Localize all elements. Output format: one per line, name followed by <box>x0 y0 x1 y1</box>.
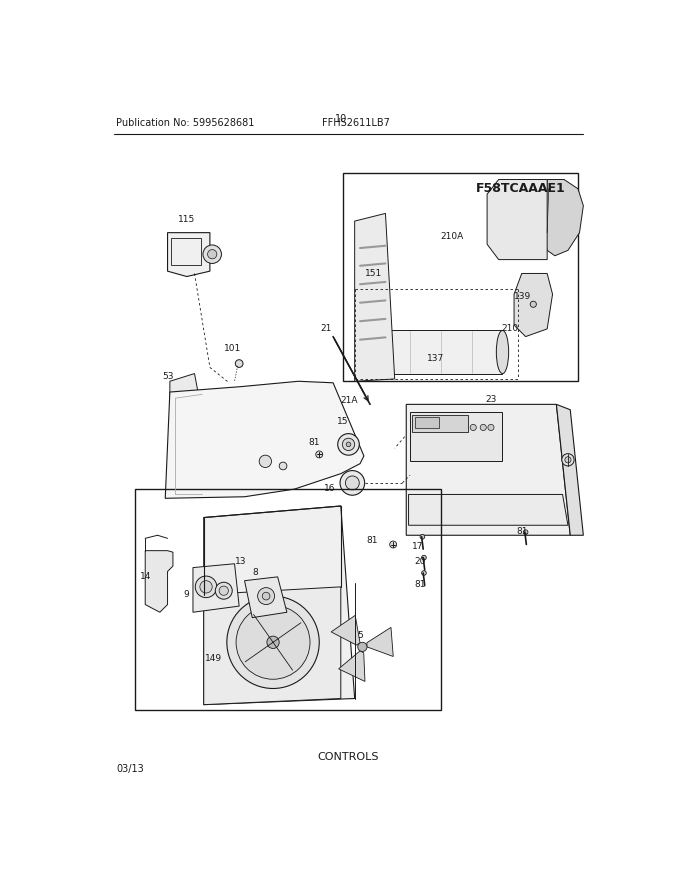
Text: 10: 10 <box>335 114 347 124</box>
Text: 115: 115 <box>177 215 194 224</box>
Circle shape <box>219 586 228 595</box>
Circle shape <box>338 434 359 455</box>
Text: CONTROLS: CONTROLS <box>318 752 379 762</box>
Polygon shape <box>165 381 364 498</box>
Bar <box>415 417 439 429</box>
Circle shape <box>390 541 396 548</box>
Circle shape <box>267 636 279 649</box>
Text: 151: 151 <box>365 269 383 278</box>
Polygon shape <box>146 551 173 612</box>
Circle shape <box>524 530 528 534</box>
Circle shape <box>480 424 486 430</box>
Text: 81: 81 <box>309 438 320 447</box>
Circle shape <box>316 451 323 458</box>
Polygon shape <box>487 180 547 260</box>
Text: 210A: 210A <box>440 232 463 241</box>
Circle shape <box>358 642 367 651</box>
Polygon shape <box>409 495 568 525</box>
Polygon shape <box>170 373 201 414</box>
Circle shape <box>262 592 270 600</box>
Circle shape <box>236 605 310 679</box>
Text: 210: 210 <box>501 325 518 334</box>
Text: 5: 5 <box>358 631 364 640</box>
Text: 81: 81 <box>367 536 377 545</box>
Polygon shape <box>543 180 583 256</box>
Polygon shape <box>245 577 287 618</box>
Ellipse shape <box>371 331 388 373</box>
Text: Publication No: 5995628681: Publication No: 5995628681 <box>116 118 254 128</box>
Circle shape <box>279 462 287 470</box>
Polygon shape <box>204 506 355 705</box>
Bar <box>343 173 578 381</box>
Circle shape <box>235 360 243 368</box>
Text: 53: 53 <box>162 372 173 381</box>
Polygon shape <box>331 615 360 645</box>
Text: 139: 139 <box>514 292 531 301</box>
Text: 03/13: 03/13 <box>116 765 143 774</box>
Text: 20: 20 <box>414 557 425 566</box>
Text: 16: 16 <box>324 484 335 493</box>
Text: 13: 13 <box>235 557 246 566</box>
Text: 137: 137 <box>427 354 444 363</box>
Circle shape <box>200 581 212 593</box>
Text: 9: 9 <box>183 590 188 599</box>
Text: 21: 21 <box>320 325 331 334</box>
Circle shape <box>227 596 319 688</box>
Circle shape <box>259 455 271 467</box>
Circle shape <box>258 588 275 605</box>
Polygon shape <box>410 412 503 461</box>
Polygon shape <box>379 330 503 373</box>
Circle shape <box>345 476 359 490</box>
Bar <box>412 415 468 432</box>
Circle shape <box>195 576 217 598</box>
Text: 81: 81 <box>414 580 426 589</box>
Text: 15: 15 <box>337 417 348 426</box>
Circle shape <box>420 534 425 539</box>
Circle shape <box>488 424 494 430</box>
Bar <box>135 489 441 710</box>
Text: 21A: 21A <box>341 396 358 405</box>
Circle shape <box>346 442 351 447</box>
Circle shape <box>340 471 364 495</box>
Polygon shape <box>514 274 553 336</box>
Ellipse shape <box>496 331 509 373</box>
Polygon shape <box>367 627 393 656</box>
Text: 101: 101 <box>224 344 241 354</box>
Text: F58TCAAAE1: F58TCAAAE1 <box>475 182 565 195</box>
Text: 17: 17 <box>411 541 423 551</box>
Text: 14: 14 <box>140 572 151 582</box>
Circle shape <box>530 301 537 307</box>
Circle shape <box>216 583 233 599</box>
Text: 149: 149 <box>205 654 222 663</box>
Polygon shape <box>339 651 365 681</box>
Circle shape <box>565 457 571 463</box>
Text: 8: 8 <box>252 568 258 577</box>
Circle shape <box>422 570 426 576</box>
Polygon shape <box>193 564 239 612</box>
Polygon shape <box>406 404 571 535</box>
Circle shape <box>207 250 217 259</box>
Bar <box>171 238 201 265</box>
Polygon shape <box>355 214 394 381</box>
Polygon shape <box>556 404 583 535</box>
Text: 81: 81 <box>516 527 528 536</box>
Circle shape <box>470 424 476 430</box>
Circle shape <box>422 555 426 560</box>
Polygon shape <box>204 587 341 705</box>
Circle shape <box>342 438 355 451</box>
Text: 23: 23 <box>486 395 497 404</box>
Circle shape <box>562 453 574 466</box>
Circle shape <box>203 245 222 263</box>
Text: FFHS2611LB7: FFHS2611LB7 <box>322 118 390 128</box>
Polygon shape <box>167 232 210 276</box>
